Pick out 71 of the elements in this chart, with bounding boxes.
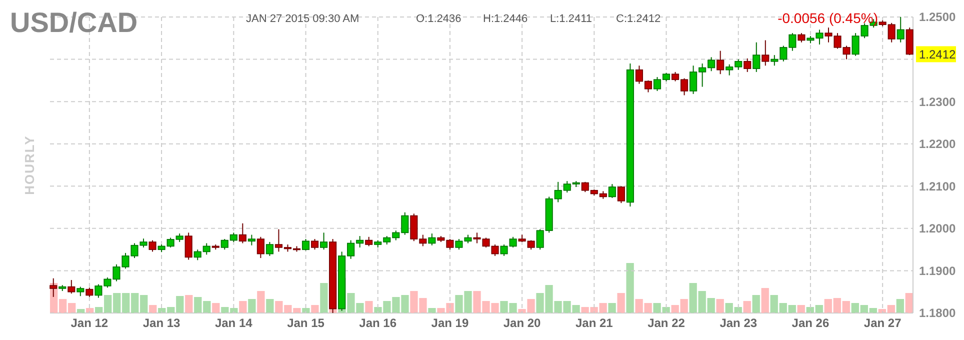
- candlestick: [266, 241, 274, 256]
- bar: [626, 263, 634, 313]
- x-tick-label: Jan 20: [503, 316, 542, 330]
- bar: [743, 301, 751, 313]
- x-tick-label: Jan 12: [70, 316, 108, 330]
- candlestick: [302, 238, 310, 251]
- bar: [716, 299, 724, 313]
- x-tick-label: Jan 13: [142, 316, 181, 330]
- annotation: H:1.2446: [483, 13, 528, 25]
- x-tick-label: Jan 26: [792, 316, 830, 330]
- candlestick: [68, 280, 76, 294]
- bar: [248, 299, 256, 313]
- y-tick-label: 1.2100: [919, 179, 956, 194]
- candlestick: [752, 42, 760, 72]
- annotation: C:1.2412: [616, 13, 661, 25]
- annotation: 1.2412: [919, 47, 956, 62]
- y-tick-label: 1.2300: [919, 94, 956, 109]
- y-tick-label: 1.2500: [919, 10, 956, 24]
- x-tick-label: Jan 21: [575, 316, 614, 330]
- candlestick: [716, 50, 724, 75]
- bar: [311, 305, 319, 313]
- bar: [761, 288, 769, 313]
- annotation: L:1.2411: [550, 13, 592, 25]
- candlestick: [744, 58, 752, 72]
- candlestick: [310, 238, 319, 250]
- candlestick: [428, 233, 436, 246]
- bar: [905, 293, 913, 313]
- bar: [185, 295, 193, 313]
- candlestick: [320, 232, 328, 250]
- candlestick: [238, 222, 246, 244]
- annotation: O:1.2436: [416, 13, 462, 25]
- candlestick: [608, 184, 616, 198]
- x-tick-label: Jan 23: [720, 316, 758, 330]
- candlestick: [365, 236, 373, 247]
- bar: [149, 305, 157, 313]
- candlestick: [762, 40, 770, 66]
- x-tick-label: Jan 19: [431, 316, 469, 330]
- y-tick-label: 1.1800: [919, 306, 956, 320]
- bar: [617, 293, 625, 313]
- bar: [212, 303, 220, 313]
- annotation: -0.0056 (0.45%): [778, 10, 878, 26]
- x-tick-label: Jan 27: [864, 316, 902, 330]
- candlestick: [86, 287, 94, 298]
- candlestick: [184, 232, 192, 260]
- candlestick: [76, 286, 84, 297]
- y-tick-label: 1.2000: [919, 222, 956, 236]
- chart-title: USD/CAD: [10, 7, 138, 38]
- bar: [797, 305, 805, 313]
- candlestick: [798, 32, 806, 43]
- bar: [752, 295, 760, 313]
- candlestick: [896, 16, 904, 43]
- bar: [896, 299, 904, 313]
- bar: [239, 301, 247, 313]
- bar: [77, 309, 85, 313]
- x-tick-label: Jan 14: [214, 316, 253, 330]
- bar: [257, 291, 265, 313]
- bar: [365, 301, 373, 313]
- x-tick-label: Jan 16: [359, 316, 397, 330]
- x-tick-label: Jan 22: [648, 316, 686, 330]
- candlestick: [248, 234, 256, 246]
- annotation: JAN 27 2015 09:30 AM: [246, 13, 360, 25]
- y-tick-label: 1.2200: [919, 137, 956, 152]
- bar: [266, 299, 274, 313]
- bar: [302, 308, 310, 313]
- x-tick-label: Jan 15: [287, 316, 325, 330]
- bar: [428, 308, 436, 313]
- y-tick-label: 1.1900: [919, 264, 956, 278]
- candlestick: [617, 186, 625, 204]
- candlestick: [256, 236, 264, 259]
- bar: [608, 303, 616, 313]
- candlestick: [148, 240, 156, 252]
